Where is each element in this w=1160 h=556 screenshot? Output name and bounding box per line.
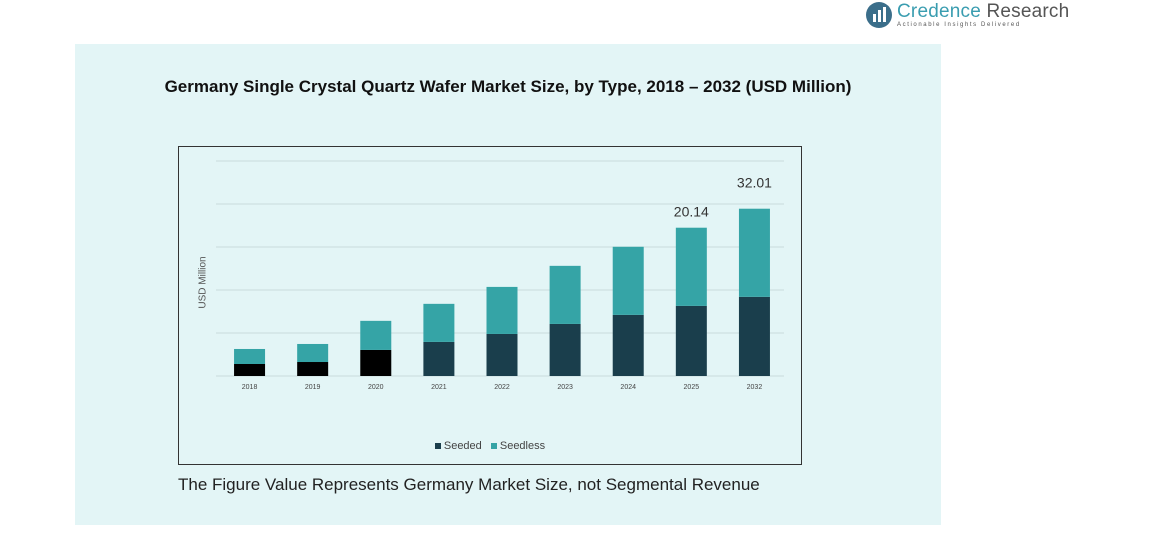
chart-frame: USD Million 2018 2019 2020 2021 2022 2023 2024… (178, 146, 802, 465)
bar-seedless-2023 (549, 265, 581, 324)
bar-seeded-2024 (612, 314, 644, 376)
legend-swatch-seedless (490, 443, 497, 450)
bar-seedless-2024 (612, 246, 644, 315)
x-tick-label: 2024 (620, 384, 636, 391)
brand-name-2: Research (986, 1, 1070, 22)
bar-seedless-2022 (486, 286, 518, 334)
legend-label-seeded: Seeded (443, 440, 482, 452)
chart-legend: Seeded Seedless (179, 440, 801, 452)
x-tick-label: 2023 (557, 384, 573, 391)
legend-item-seedless: Seedless (490, 440, 546, 452)
bar-seedless-2018 (234, 348, 266, 364)
legend-item-seeded: Seeded (434, 440, 482, 452)
data-label-2032: 32.01 (737, 175, 772, 191)
chart-title: Germany Single Crystal Quartz Wafer Mark… (164, 77, 852, 96)
bar-seedless-2025 (675, 227, 707, 306)
bar-seeded-2020 (360, 349, 392, 376)
brand-logo: Credence Research Actionable Insights De… (866, 2, 1069, 28)
data-label-2025: 20.14 (674, 204, 709, 220)
bar-seedless-2021 (423, 303, 455, 342)
bar-seeded-2025 (675, 305, 707, 376)
x-tick-label: 2021 (431, 384, 447, 391)
x-tick-label: 2022 (494, 384, 510, 391)
chart-plot: 2018 2019 2020 2021 2022 2023 2024 2025 20.14 203… (216, 160, 784, 391)
bar-seeded-2021 (423, 341, 455, 376)
bar-seedless-2020 (360, 320, 392, 350)
bar-seedless-2032 (738, 208, 770, 297)
bar-seeded-2032 (738, 296, 770, 376)
x-tick-label: 2020 (368, 384, 384, 391)
chart-panel: Germany Single Crystal Quartz Wafer Mark… (75, 44, 941, 525)
x-tick-label: 2018 (242, 384, 258, 391)
legend-label-seedless: Seedless (499, 440, 546, 452)
footnote: The Figure Value Represents Germany Mark… (178, 475, 760, 494)
brand-tagline: Actionable Insights Delivered (897, 22, 1021, 28)
x-tick-label: 2019 (305, 384, 321, 391)
brand-name-1: Credence (897, 1, 981, 22)
legend-swatch-seeded (434, 443, 441, 450)
bar-seeded-2022 (486, 333, 518, 376)
x-tick-label: 2032 (747, 384, 763, 391)
bar-seeded-2018 (234, 363, 266, 376)
bar-seeded-2019 (297, 362, 329, 376)
logo-chart-icon (866, 2, 892, 28)
bar-seeded-2023 (549, 323, 581, 376)
x-tick-label: 2025 (684, 384, 700, 391)
bar-seedless-2019 (297, 343, 329, 363)
